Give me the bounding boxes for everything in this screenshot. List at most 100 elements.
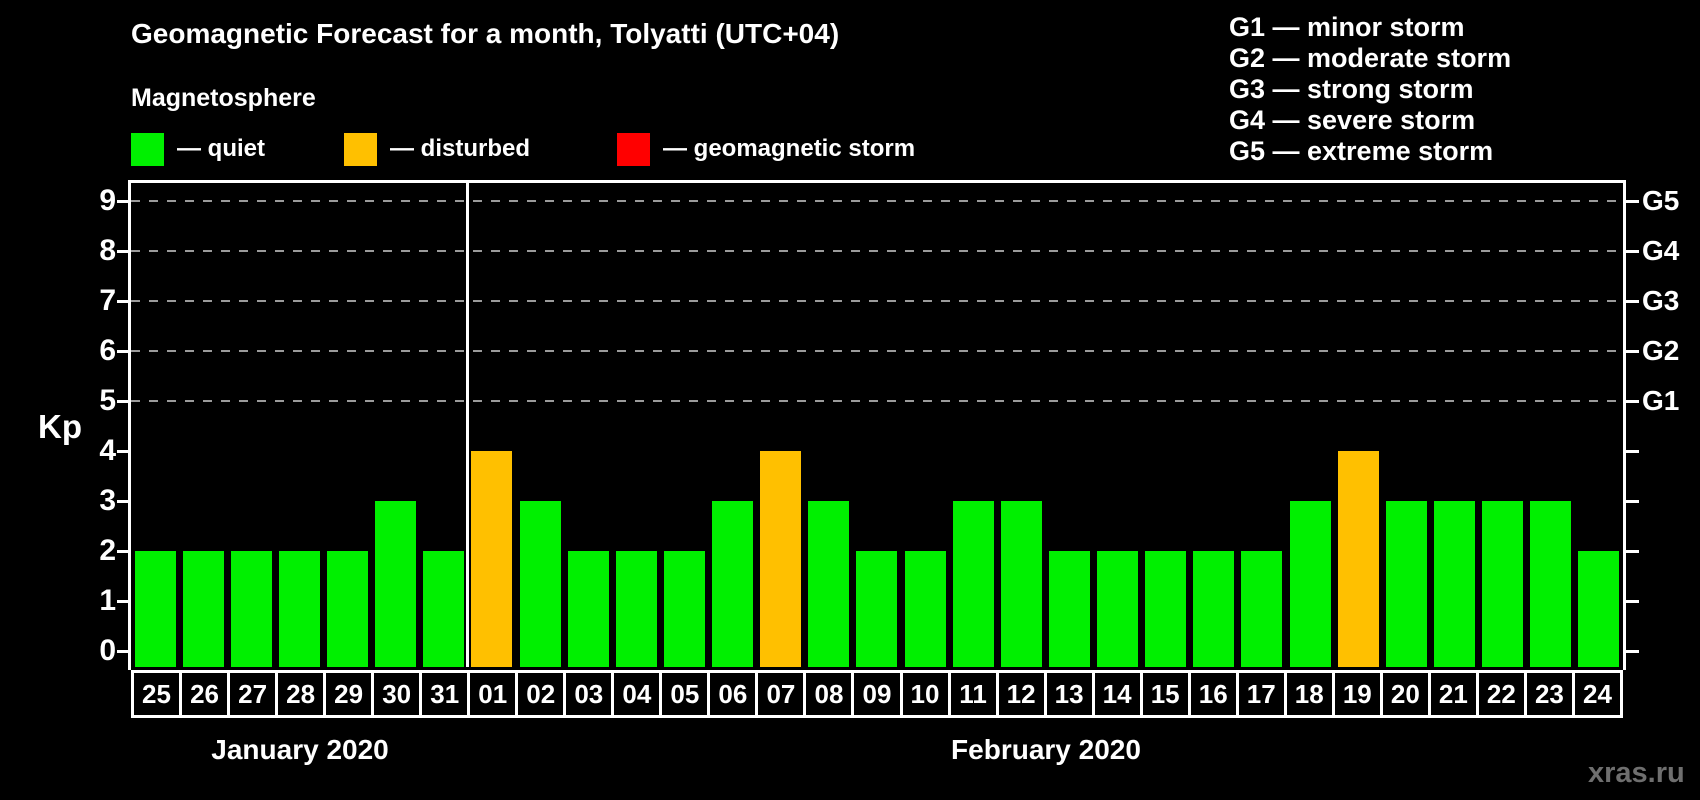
month-label-february: February 2020 [951, 734, 1141, 765]
day-cell-11: 11 [947, 670, 999, 718]
g-scale-label-g3: G3 [1642, 285, 1680, 316]
day-cell-01: 01 [467, 670, 519, 718]
month-label-january: January 2020 [211, 734, 389, 765]
kp-bar-14 [1097, 551, 1138, 667]
right-axis-line [1623, 183, 1626, 670]
y-tick-0 [117, 650, 130, 653]
day-cell-13: 13 [1043, 670, 1095, 718]
day-cell-28: 28 [275, 670, 327, 718]
day-cell-20: 20 [1379, 670, 1431, 718]
kp-bar-15 [1145, 551, 1186, 667]
right-tick-7 [1626, 300, 1639, 303]
gridline-kp7 [131, 300, 1623, 302]
right-tick-9 [1626, 200, 1639, 203]
right-tick-3 [1626, 500, 1639, 503]
kp-bar-16 [1193, 551, 1234, 667]
kp-bar-08 [808, 501, 849, 667]
kp-bar-29 [327, 551, 368, 667]
storm-color-swatch [617, 132, 650, 166]
y-tick-1 [117, 600, 130, 603]
y-tick-8 [117, 250, 130, 253]
right-tick-2 [1626, 550, 1639, 553]
day-cell-18: 18 [1283, 670, 1335, 718]
legend-item-disturbed: — disturbed [344, 132, 530, 166]
g-scale-label-g4: G4 [1642, 235, 1680, 266]
y-tick-label-5: 5 [99, 384, 116, 417]
storm-scale-line-g1: G1 — minor storm [1229, 12, 1465, 42]
kp-bar-10 [905, 551, 946, 667]
legend-item-geomagnetic-storm: — geomagnetic storm [617, 132, 915, 166]
g-scale-label-g1: G1 [1642, 385, 1680, 416]
storm-scale-line-g5: G5 — extreme storm [1229, 136, 1494, 166]
kp-bar-31 [423, 551, 464, 667]
y-tick-5 [117, 400, 130, 403]
right-tick-0 [1626, 650, 1639, 653]
kp-bar-27 [231, 551, 272, 667]
kp-bar-01 [471, 451, 512, 667]
kp-bar-25 [135, 551, 176, 667]
gridline-kp6 [131, 350, 1623, 352]
right-tick-8 [1626, 250, 1639, 253]
kp-bar-02 [520, 501, 561, 667]
y-tick-6 [117, 350, 130, 353]
kp-bar-09 [856, 551, 897, 667]
legend-label-quiet: — quiet [177, 135, 265, 162]
day-cell-10: 10 [899, 670, 951, 718]
chart-title: Geomagnetic Forecast for a month, Tolyat… [131, 18, 840, 49]
g-scale-label-g5: G5 [1642, 185, 1680, 216]
y-tick-label-8: 8 [99, 234, 116, 267]
y-tick-3 [117, 500, 130, 503]
plot-top-border [128, 180, 1626, 183]
kp-bar-21 [1434, 501, 1475, 667]
y-tick-label-2: 2 [99, 534, 116, 567]
day-cell-31: 31 [419, 670, 471, 718]
kp-bar-17 [1241, 551, 1282, 667]
day-cell-14: 14 [1091, 670, 1143, 718]
day-cell-09: 09 [851, 670, 903, 718]
day-cell-06: 06 [707, 670, 759, 718]
storm-scale-line-g4: G4 — severe storm [1229, 105, 1476, 135]
kp-bar-06 [712, 501, 753, 667]
gridline-kp8 [131, 250, 1623, 252]
kp-bar-04 [616, 551, 657, 667]
right-tick-4 [1626, 450, 1639, 453]
y-tick-label-9: 9 [99, 184, 116, 217]
kp-bar-20 [1386, 501, 1427, 667]
y-tick-7 [117, 300, 130, 303]
kp-bar-11 [953, 501, 994, 667]
right-tick-1 [1626, 600, 1639, 603]
storm-scale-line-g2: G2 — moderate storm [1229, 43, 1512, 73]
gridline-kp5 [131, 400, 1623, 402]
day-cell-07: 07 [755, 670, 807, 718]
legend-label-disturbed: — disturbed [390, 135, 531, 162]
legend-item-quiet: — quiet [131, 132, 265, 166]
day-cell-21: 21 [1427, 670, 1479, 718]
kp-bar-18 [1290, 501, 1331, 667]
day-cell-30: 30 [371, 670, 423, 718]
y-tick-label-7: 7 [99, 284, 116, 317]
day-axis: 25 26 27 28 29 30 31 01 02 03 04 05 06 07 08 09 10 11 12 13… [131, 670, 1623, 718]
y-tick-label-1: 1 [99, 584, 116, 617]
kp-bar-05 [664, 551, 705, 667]
watermark: xras.ru [1588, 757, 1685, 789]
y-tick-label-6: 6 [99, 334, 116, 367]
day-cell-08: 08 [803, 670, 855, 718]
quiet-color-swatch [131, 132, 164, 166]
kp-bar-23 [1530, 501, 1571, 667]
y-axis-line [128, 183, 131, 670]
kp-bar-12 [1001, 501, 1042, 667]
disturbed-color-swatch [344, 132, 377, 166]
plot-area [131, 183, 1623, 667]
y-tick-label-3: 3 [99, 484, 116, 517]
day-cell-16: 16 [1187, 670, 1239, 718]
y-tick-9 [117, 200, 130, 203]
day-cell-17: 17 [1235, 670, 1287, 718]
storm-scale-line-g3: G3 — strong storm [1229, 74, 1474, 104]
right-tick-5 [1626, 400, 1639, 403]
y-tick-2 [117, 550, 130, 553]
day-cell-29: 29 [323, 670, 375, 718]
day-cell-25: 25 [131, 670, 183, 718]
y-tick-4 [117, 450, 130, 453]
kp-bar-22 [1482, 501, 1523, 667]
